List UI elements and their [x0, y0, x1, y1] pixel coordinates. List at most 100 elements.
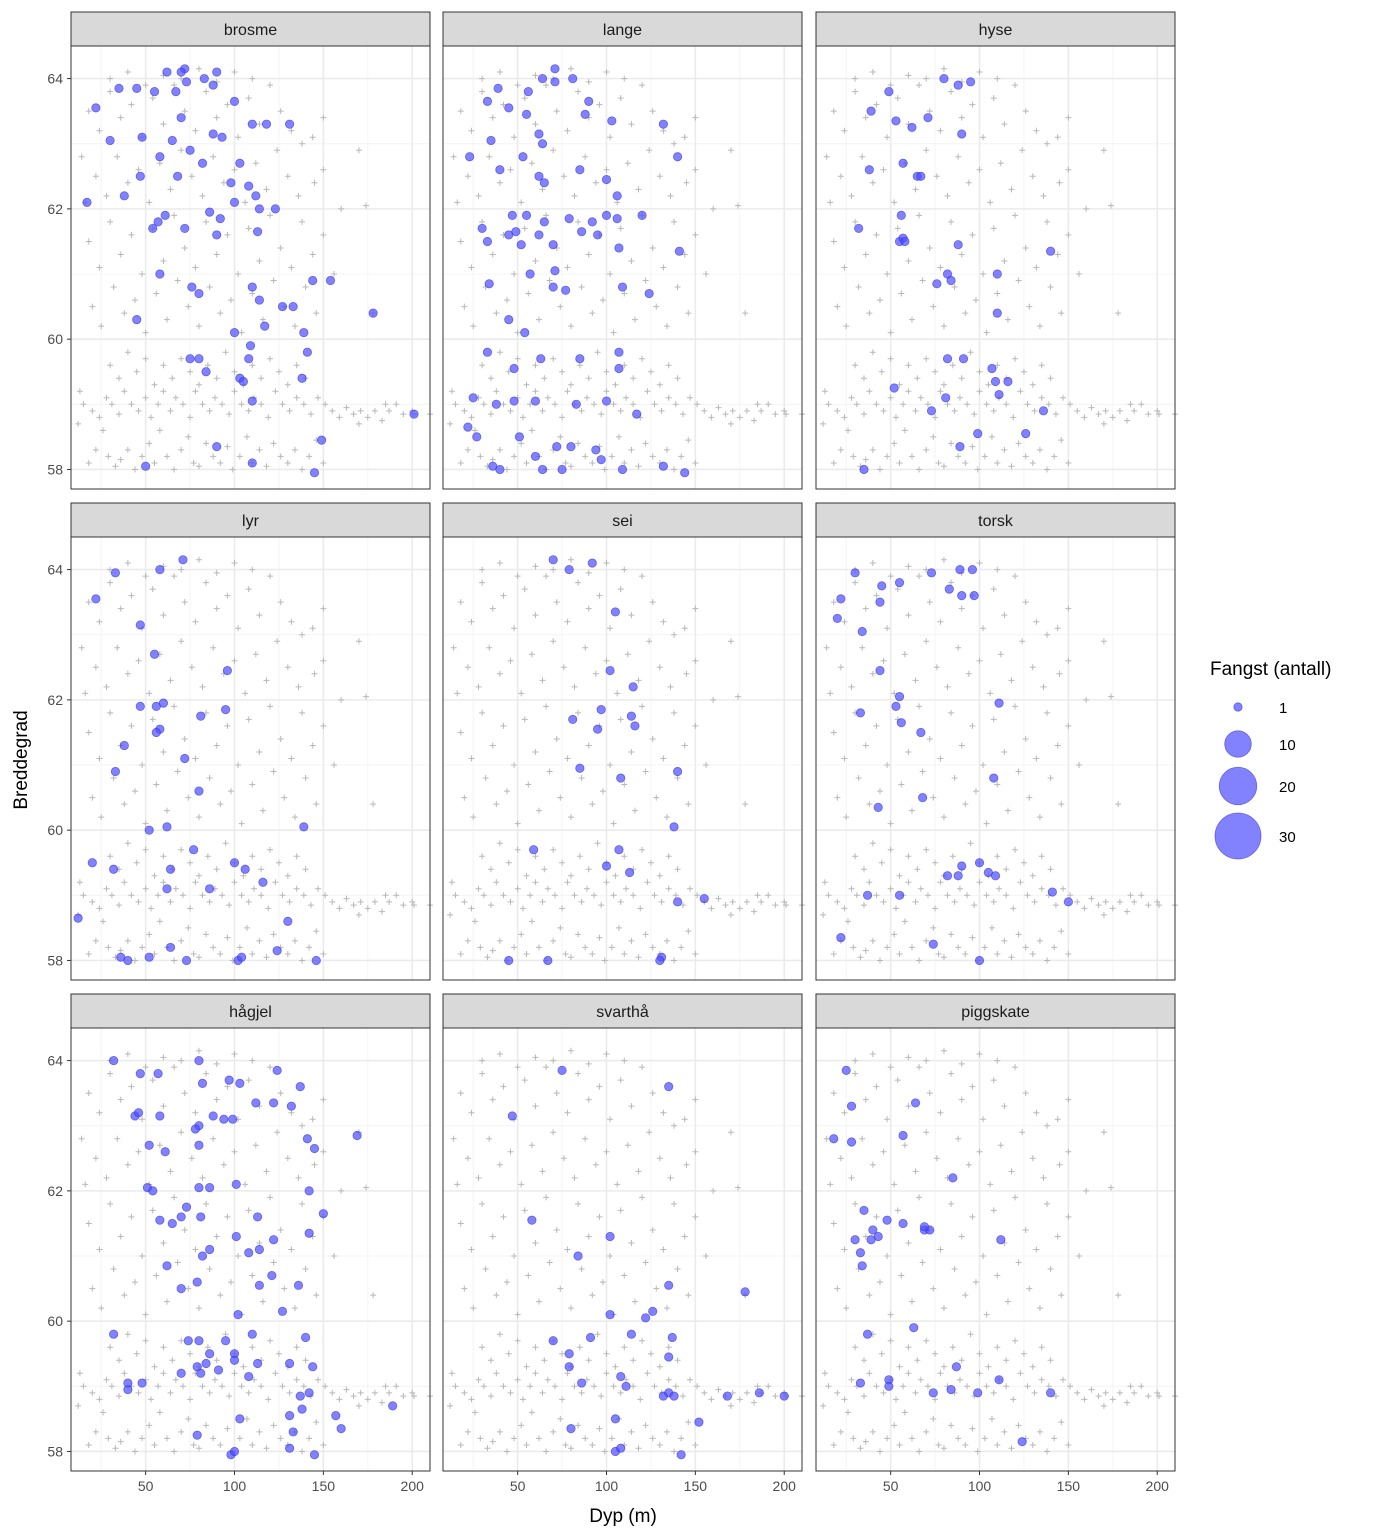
station-marker — [880, 1148, 887, 1155]
station-marker — [486, 153, 493, 160]
station-marker — [988, 433, 995, 440]
station-marker — [503, 1448, 510, 1455]
station-marker — [937, 127, 944, 134]
station-marker — [630, 375, 637, 382]
station-marker — [912, 407, 919, 414]
catch-point — [530, 451, 541, 462]
station-marker — [951, 1266, 958, 1273]
catch-point — [957, 129, 967, 139]
station-marker — [873, 401, 880, 408]
station-marker — [1031, 1389, 1038, 1396]
station-marker — [178, 1057, 185, 1064]
station-marker — [299, 631, 306, 638]
catch-point — [465, 152, 475, 162]
station-marker — [160, 1054, 167, 1061]
station-marker — [656, 1441, 663, 1448]
station-marker — [393, 892, 400, 899]
panel-border — [70, 45, 431, 490]
facet-panel-hyse: hyse — [815, 11, 1178, 490]
station-marker — [1008, 186, 1015, 193]
station-marker — [231, 879, 238, 886]
catch-point — [585, 1332, 596, 1343]
catch-point — [237, 952, 247, 962]
station-marker — [299, 1200, 306, 1207]
station-marker — [1088, 895, 1095, 902]
station-marker — [990, 1077, 997, 1084]
catch-point — [537, 464, 548, 475]
station-marker — [869, 1051, 876, 1058]
station-marker — [901, 918, 908, 925]
station-marker — [489, 251, 496, 258]
station-marker — [139, 1435, 146, 1442]
station-marker — [178, 1428, 185, 1435]
station-marker — [1033, 618, 1040, 625]
station-marker — [447, 1402, 454, 1409]
station-marker — [468, 127, 475, 134]
station-marker — [190, 459, 197, 466]
station-marker — [559, 905, 566, 912]
station-marker — [592, 1161, 599, 1168]
catch-point — [253, 227, 263, 237]
station-marker — [612, 872, 619, 879]
station-marker — [1010, 1396, 1017, 1403]
station-marker — [477, 453, 484, 460]
station-marker — [964, 892, 971, 899]
station-marker — [665, 1376, 672, 1383]
station-marker — [96, 1396, 103, 1403]
station-marker — [1124, 417, 1131, 424]
station-marker — [1022, 599, 1029, 606]
station-marker — [891, 1181, 898, 1188]
station-marker — [916, 82, 923, 89]
station-marker — [703, 271, 710, 278]
catch-point — [591, 445, 601, 455]
station-marker — [521, 716, 528, 723]
x-tick-label: 200 — [1146, 1478, 1170, 1494]
catch-point — [486, 135, 496, 146]
station-marker — [964, 401, 971, 408]
station-marker — [823, 644, 830, 651]
station-marker — [599, 297, 606, 304]
station-marker — [124, 179, 131, 186]
station-marker — [1116, 1389, 1123, 1396]
station-marker — [905, 612, 912, 619]
catch-point — [617, 464, 628, 475]
catch-point — [144, 1140, 154, 1150]
station-marker — [923, 147, 930, 154]
station-marker — [1036, 814, 1043, 821]
station-marker — [511, 762, 518, 769]
station-marker — [525, 781, 532, 788]
station-marker — [543, 1064, 550, 1071]
station-marker — [195, 556, 202, 563]
station-marker — [825, 401, 832, 408]
station-markers — [820, 1047, 1178, 1455]
station-marker — [80, 892, 87, 899]
station-marker — [649, 735, 656, 742]
catch-point — [260, 321, 270, 331]
station-marker — [894, 95, 901, 102]
station-marker — [758, 898, 765, 905]
station-marker — [206, 898, 213, 905]
station-marker — [78, 153, 85, 160]
station-marker — [252, 160, 259, 167]
station-marker — [1054, 1116, 1061, 1123]
catch-point — [269, 1235, 279, 1245]
station-marker — [203, 440, 210, 447]
station-marker — [972, 1279, 979, 1286]
station-marker — [505, 368, 512, 375]
station-marker — [195, 1305, 202, 1312]
catch-point — [536, 354, 546, 364]
catch-point — [132, 83, 142, 93]
catch-point — [525, 269, 535, 279]
panel-background — [443, 46, 802, 489]
station-marker — [235, 625, 242, 632]
station-marker — [853, 892, 860, 899]
station-marker — [128, 401, 135, 408]
station-marker — [821, 388, 828, 395]
station-marker — [715, 895, 722, 902]
station-marker — [665, 394, 672, 401]
catch-point — [593, 230, 603, 240]
station-marker — [227, 297, 234, 304]
catch-point — [229, 1355, 240, 1365]
station-marker — [932, 905, 939, 912]
station-marker — [852, 1070, 859, 1077]
